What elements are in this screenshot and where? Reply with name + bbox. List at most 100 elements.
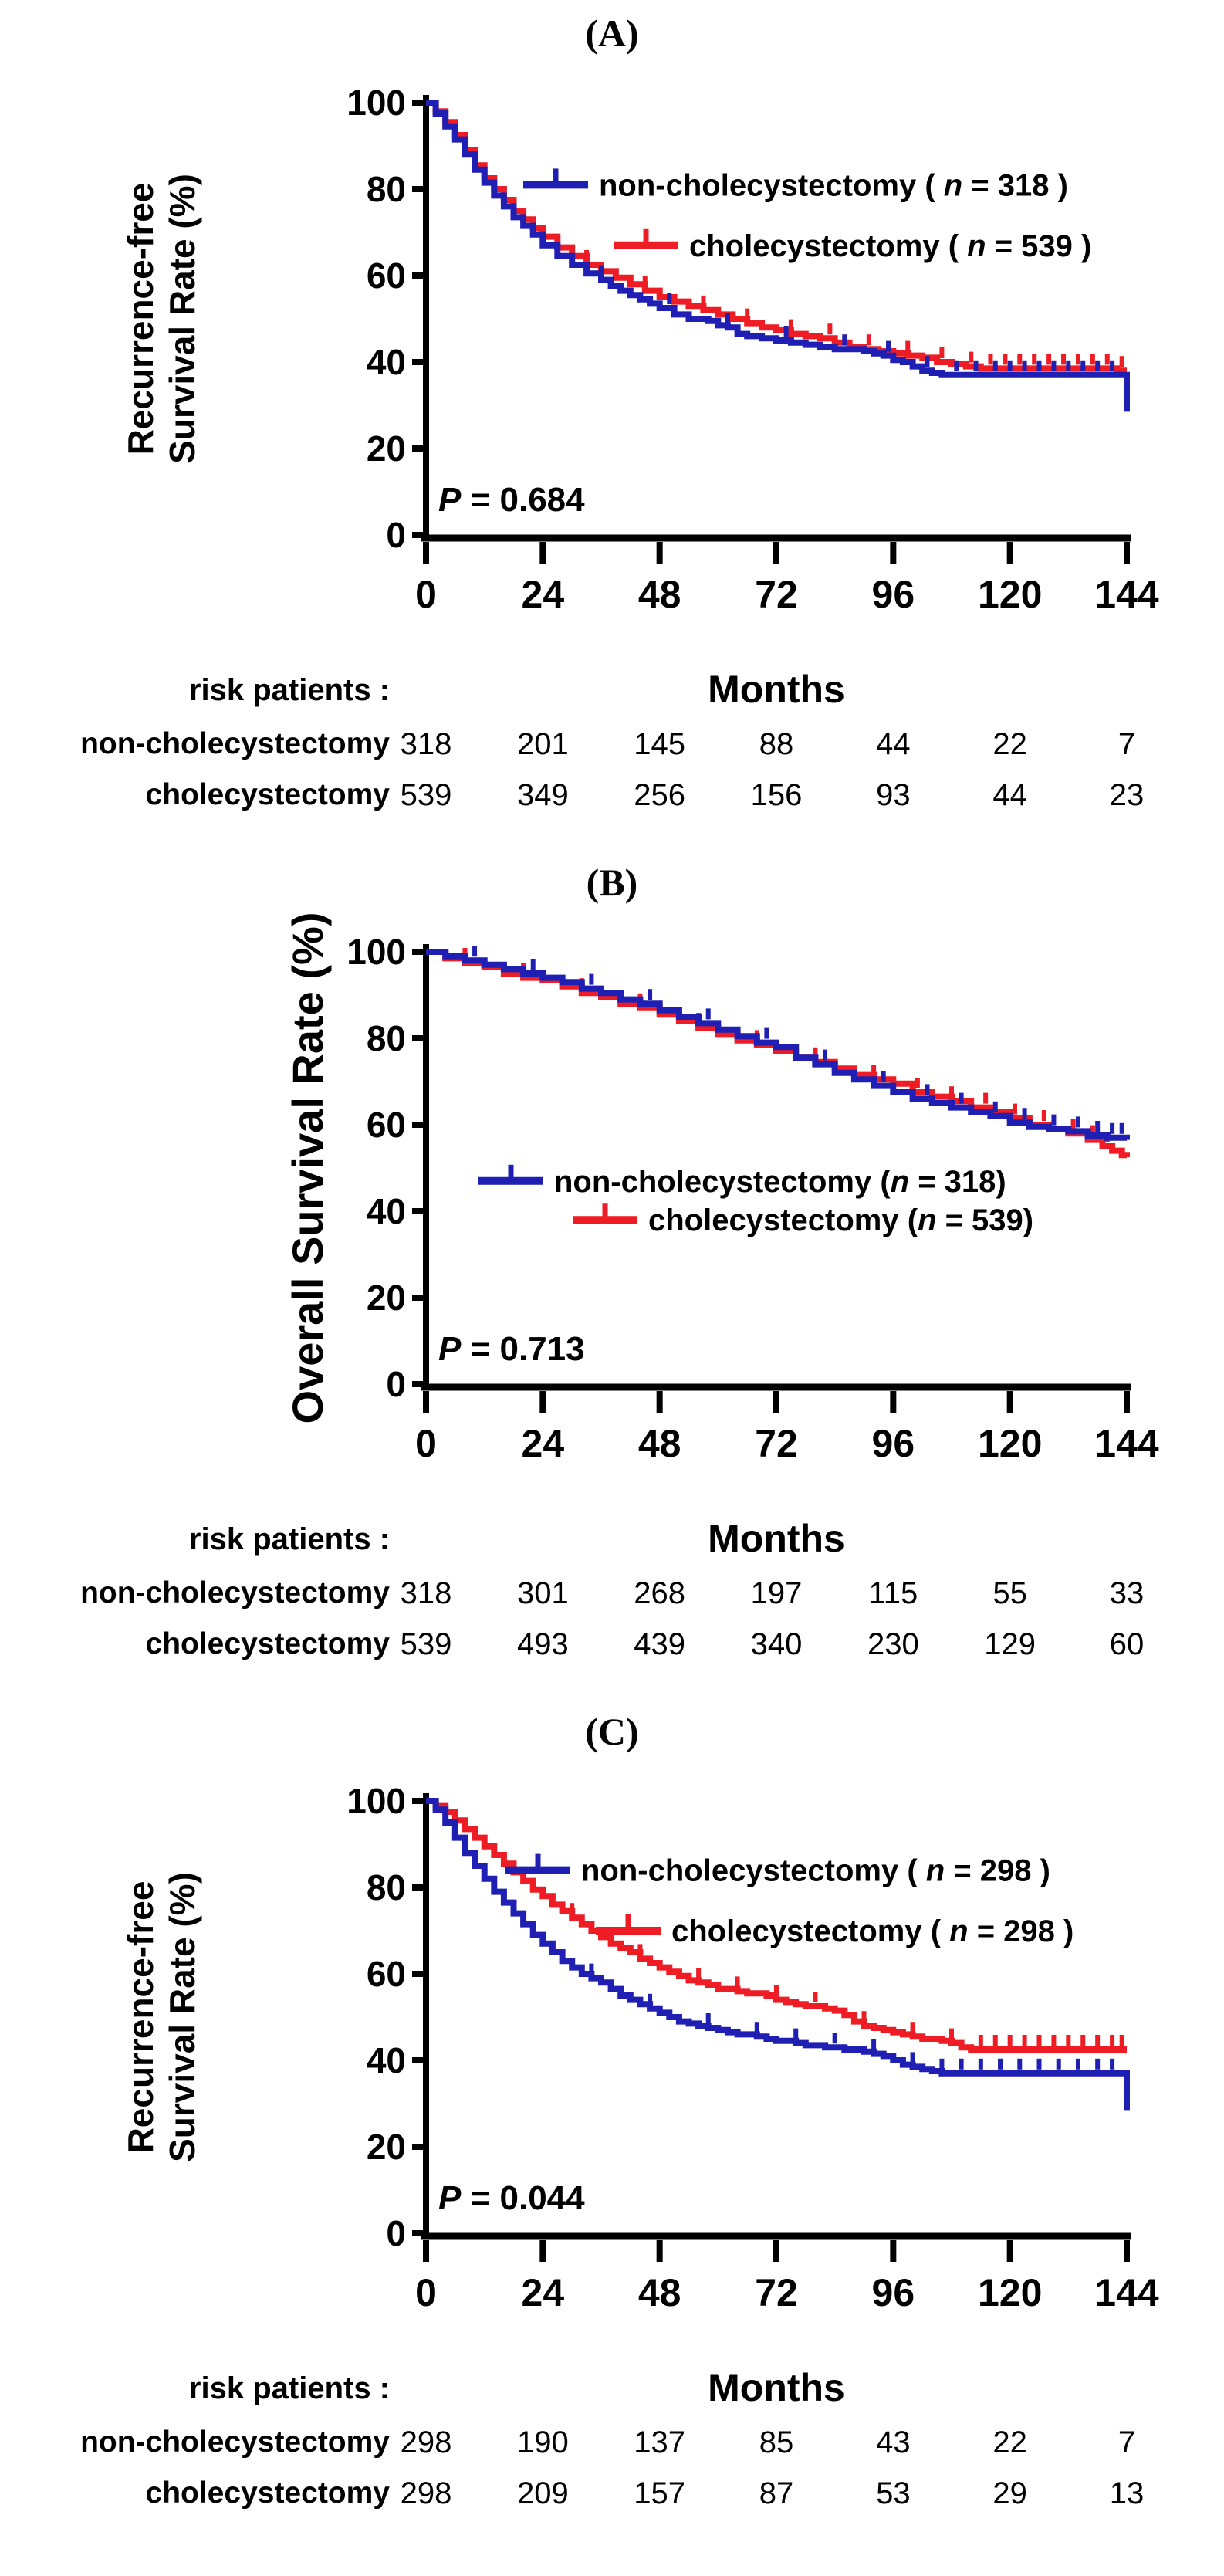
legend-label: cholecystectomy (n = 539) [648, 1203, 1033, 1237]
risk-value: 493 [516, 1627, 569, 1661]
risk-value: 137 [634, 2425, 686, 2459]
risk-value: 55 [992, 1576, 1027, 1610]
risk-value: 23 [1109, 778, 1145, 812]
legend-item-cholecystectomy: cholecystectomy (n = 539) [573, 1203, 1033, 1237]
y-tick-label: 100 [347, 1781, 406, 1821]
km-curve-non_cholecystectomy [426, 1798, 1130, 2111]
risk-value: 318 [400, 727, 452, 761]
censor-marks-cholecystectomy [584, 250, 1124, 367]
y-tick-label: 40 [367, 2040, 406, 2080]
x-tick-label: 24 [522, 2271, 565, 2314]
risk-value: 7 [1117, 727, 1136, 761]
legend-item-cholecystectomy: cholecystectomy ( n = 298 ) [596, 1914, 1074, 1948]
risk-value: 157 [634, 2476, 686, 2510]
legend-label: non-cholecystectomy ( n = 298 ) [581, 1854, 1050, 1888]
y-axis-label: Survival Rate (%) [162, 174, 202, 464]
risk-value: 190 [516, 2425, 569, 2459]
risk-value: 539 [400, 1627, 452, 1661]
x-tick-label: 24 [522, 573, 565, 616]
risk-table-a: risk patients : Months non-cholecystectomy… [0, 668, 1224, 821]
risk-value: 256 [634, 778, 686, 812]
x-tick-label: 120 [978, 2271, 1042, 2314]
risk-value: 340 [750, 1627, 803, 1661]
risk-value: 539 [400, 778, 452, 812]
risk-value: 230 [867, 1627, 919, 1661]
legend-item-cholecystectomy: cholecystectomy ( n = 539 ) [614, 229, 1091, 263]
p-value-label: P = 0.044 [438, 2179, 585, 2217]
y-tick-label: 0 [386, 1364, 406, 1404]
y-axis-label: Overall Survival Rate (%) [283, 912, 332, 1424]
x-tick-label: 96 [872, 573, 915, 616]
risk-value: 268 [634, 1576, 686, 1610]
risk-value: 44 [876, 727, 911, 761]
x-tick-label: 120 [978, 1422, 1042, 1465]
y-tick-label: 20 [367, 2127, 406, 2167]
risk-value: 298 [400, 2425, 452, 2459]
panel-c-label: (C) [585, 1710, 639, 1753]
risk-row-label-non-cholecystectomy: non-cholecystectomy [80, 727, 390, 760]
x-tick-label: 0 [415, 1422, 437, 1465]
risk-value: 33 [1109, 1576, 1145, 1610]
y-tick-label: 80 [367, 1867, 406, 1907]
risk-value: 318 [400, 1576, 452, 1610]
km-plot-recurrence-free-matched: 0 20 40 60 80 100 0 24 48 72 96 120 144 Recurrence-fr… [120, 1781, 1159, 2314]
risk-value: 85 [759, 2425, 794, 2459]
risk-value: 44 [992, 778, 1027, 812]
km-plot-recurrence-free-all: 0 20 40 60 80 100 0 24 48 72 96 120 144 Recurrence-fr… [120, 83, 1159, 616]
censor-marks-non_cholecystectomy [589, 1963, 1115, 2070]
risk-value: 197 [750, 1576, 803, 1610]
risk-value: 129 [984, 1627, 1036, 1661]
km-curve-non_cholecystectomy [426, 949, 1130, 1141]
x-tick-label: 144 [1094, 1422, 1159, 1465]
x-tick-label: 48 [638, 1422, 681, 1465]
x-tick-label: 96 [872, 1422, 915, 1465]
x-tick-label: 96 [872, 2271, 915, 2314]
risk-value: 88 [759, 727, 794, 761]
risk-row-label-cholecystectomy: cholecystectomy [145, 778, 390, 811]
panel-c: (C) 0 20 40 60 80 100 0 24 48 72 96 120 144 Recurrenc… [0, 1704, 1224, 2520]
risk-value: 43 [876, 2425, 911, 2459]
x-tick-label: 72 [755, 1422, 798, 1465]
y-axis-label: Recurrence-free [120, 1881, 161, 2154]
legend-label: non-cholecystectomy ( n = 318 ) [599, 168, 1068, 202]
risk-patients-label: risk patients : [188, 673, 390, 707]
p-value-label: P = 0.713 [438, 1330, 585, 1368]
y-tick-label: 60 [367, 1954, 406, 1994]
panel-b-label: (B) [586, 861, 638, 904]
y-tick-label: 40 [367, 1191, 406, 1231]
censor-marks-cholecystectomy [570, 1903, 1124, 2046]
y-tick-label: 100 [347, 83, 406, 123]
risk-value: 29 [992, 2476, 1027, 2510]
y-tick-label: 40 [367, 342, 406, 382]
risk-value: 145 [634, 727, 686, 761]
x-tick-label: 48 [638, 2271, 681, 2314]
y-tick-label: 80 [367, 169, 406, 209]
censor-marks-non_cholecystectomy [599, 265, 1115, 371]
y-tick-label: 20 [367, 428, 406, 469]
x-tick-label: 120 [978, 573, 1042, 616]
risk-value: 301 [516, 1576, 569, 1610]
risk-table-b: risk patients : Months non-cholecystectomy… [0, 1517, 1224, 1671]
risk-value: 53 [876, 2476, 911, 2510]
y-axis-label: Survival Rate (%) [162, 1872, 202, 2162]
risk-patients-label: risk patients : [188, 1522, 390, 1556]
risk-row-label-cholecystectomy: cholecystectomy [145, 2476, 390, 2510]
x-axis-title: Months [708, 668, 845, 711]
legend-item-non_cholecystectomy: non-cholecystectomy (n = 318) [478, 1164, 1006, 1199]
legend-item-non_cholecystectomy: non-cholecystectomy ( n = 318 ) [523, 168, 1068, 202]
panel-a-label: (A) [585, 12, 639, 55]
censor-marks-non_cholecystectomy [472, 946, 1124, 1134]
y-tick-label: 60 [367, 256, 406, 296]
risk-value: 349 [516, 778, 569, 812]
x-tick-label: 24 [522, 1422, 565, 1465]
risk-row-label-non-cholecystectomy: non-cholecystectomy [80, 2425, 390, 2459]
risk-patients-label: risk patients : [188, 2371, 390, 2405]
risk-value: 201 [516, 727, 569, 761]
km-curve-cholecystectomy [426, 949, 1130, 1159]
panel-a: (A) 0 20 40 60 80 100 0 24 48 72 96 120 144 Recurrenc… [0, 6, 1224, 821]
x-tick-label: 72 [755, 2271, 798, 2314]
risk-value: 209 [516, 2476, 569, 2510]
x-axis-title: Months [708, 1517, 845, 1560]
risk-value: 439 [634, 1627, 686, 1661]
y-axis-label: Recurrence-free [120, 183, 161, 455]
